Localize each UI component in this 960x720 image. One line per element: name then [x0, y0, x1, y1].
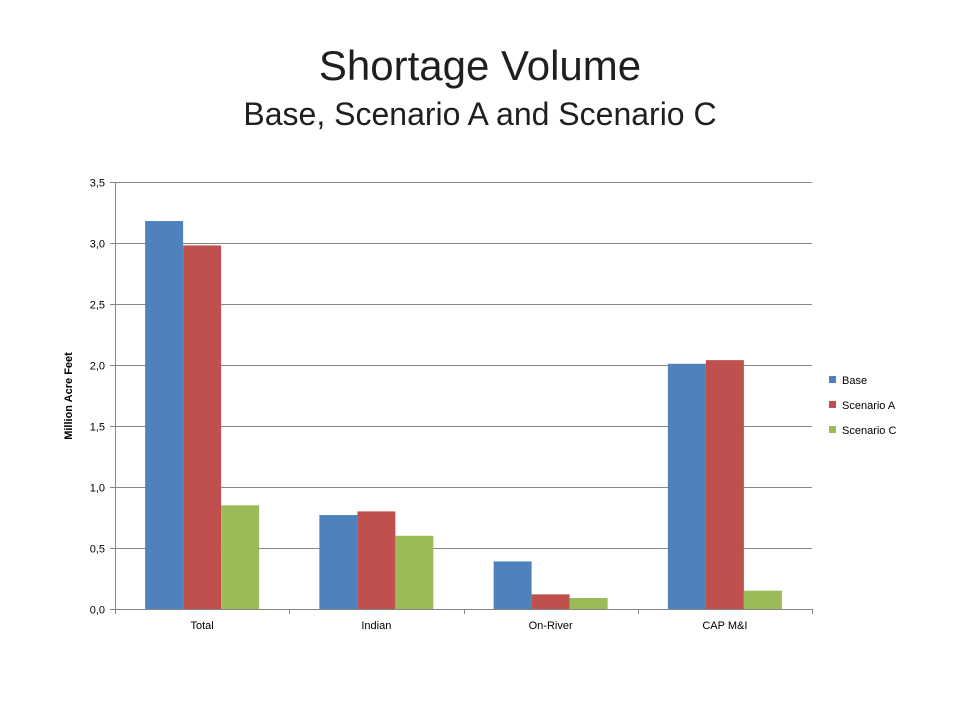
bar-base-on-river	[493, 561, 532, 609]
legend-label: Scenario C	[842, 425, 896, 437]
y-tick-label: 0,0	[90, 605, 105, 617]
bar-scenario-a-indian	[357, 511, 396, 609]
x-category-label: Indian	[361, 620, 391, 632]
bar-base-cap-m-i	[667, 363, 706, 609]
legend-label: Scenario A	[842, 400, 896, 412]
bar-scenario-c-cap-m-i	[743, 590, 782, 609]
legend-swatch	[829, 401, 836, 408]
chart-title: Shortage Volume	[318, 42, 642, 89]
x-category-label: Total	[191, 620, 214, 632]
x-category-label: CAP M&I	[702, 620, 747, 632]
bar-scenario-c-indian	[395, 535, 434, 609]
y-tick-label: 3,0	[90, 239, 105, 251]
y-tick-label: 1,5	[90, 422, 105, 434]
chart-subtitle: Base, Scenario A and Scenario C	[243, 96, 717, 132]
legend-swatch	[829, 376, 836, 383]
y-tick-label: 0,5	[90, 544, 105, 556]
legend: Base Scenario A Scenario C	[829, 375, 896, 437]
bar-scenario-c-total	[221, 505, 260, 609]
bar-scenario-a-cap-m-i	[705, 360, 744, 609]
legend-label: Base	[842, 375, 867, 387]
title-block: Shortage Volume Base, Scenario A and Sce…	[0, 40, 960, 136]
y-tick-label: 1,0	[90, 483, 105, 495]
y-axis-title: Million Acre Feet	[63, 352, 75, 440]
legend-swatch	[829, 426, 836, 433]
bar-scenario-c-on-river	[569, 598, 608, 609]
y-tick-label: 3,5	[90, 178, 105, 190]
y-tick-label: 2,0	[90, 361, 105, 373]
y-tick-label: 2,5	[90, 300, 105, 312]
bar-base-indian	[319, 515, 358, 609]
bar-base-total	[145, 221, 184, 610]
bar-scenario-a-total	[183, 245, 222, 609]
axes: 0,0 0,5 1,0 1,5 2,0 2,5 3,0 3,5 Total Indian On-Ri…	[90, 178, 813, 632]
x-category-label: On-River	[529, 620, 573, 632]
bar-scenario-a-on-river	[531, 594, 570, 609]
bars	[145, 221, 782, 610]
